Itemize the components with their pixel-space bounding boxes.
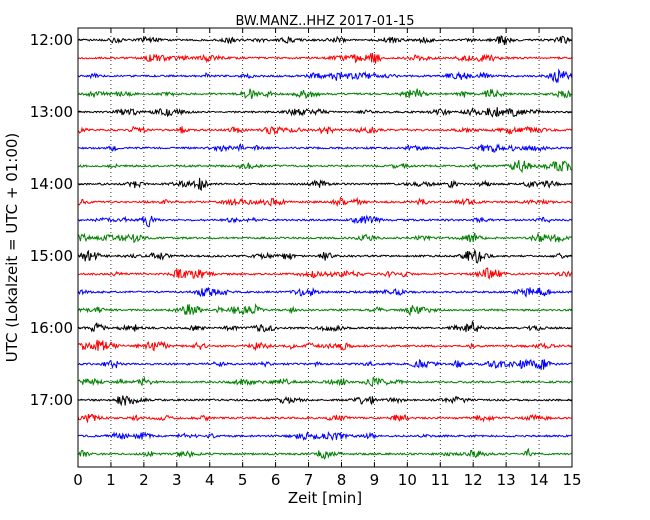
x-tick-label: 10 (398, 471, 417, 489)
trace-line (77, 339, 572, 352)
trace-line (77, 160, 572, 174)
trace-line (77, 431, 572, 441)
trace-line (77, 214, 572, 228)
y-tick-label: 17:00 (30, 391, 73, 409)
trace-line (77, 231, 572, 244)
x-tick-label: 2 (139, 471, 149, 489)
trace-group (77, 35, 573, 460)
trace-line (77, 320, 572, 333)
x-tick-label: 9 (370, 471, 380, 489)
trace-line (77, 395, 572, 407)
trace-line (77, 35, 572, 46)
y-tick-label: 13:00 (30, 103, 73, 121)
x-tick-label: 12 (464, 471, 483, 489)
trace-line (77, 196, 572, 208)
y-axis-label: UTC (Lokalzeit = UTC + 01:00) (3, 133, 21, 363)
chart-title: BW.MANZ..HHZ 2017-01-15 (235, 14, 414, 29)
x-tick-label: 15 (562, 471, 581, 489)
trace-line (77, 107, 572, 118)
y-tick-label: 15:00 (30, 247, 73, 265)
trace-line (77, 53, 572, 64)
trace-line (77, 125, 572, 136)
x-tick-label: 7 (304, 471, 314, 489)
trace-line (77, 447, 572, 460)
x-tick-label: 1 (106, 471, 116, 489)
trace-line (77, 143, 572, 153)
trace-line (77, 376, 572, 388)
x-tick-label: 11 (431, 471, 450, 489)
x-tick-label: 3 (172, 471, 182, 489)
trace-line (77, 303, 573, 317)
x-tick-label: 6 (271, 471, 281, 489)
x-axis-label: Zeit [min] (288, 489, 362, 507)
trace-line (77, 248, 573, 264)
plot-frame (77, 27, 573, 468)
x-tick-label: 14 (530, 471, 549, 489)
axis-ticks: 0 1 2 3 4 5 6 7 8 9 10 11 12 13 14 1512:0013:0014:0015:… (30, 28, 582, 489)
trace-line (77, 358, 572, 370)
x-tick-label: 8 (337, 471, 347, 489)
y-tick-label: 16:00 (30, 319, 73, 337)
trace-line (77, 68, 573, 84)
x-tick-label: 5 (238, 471, 248, 489)
trace-line (77, 267, 573, 280)
trace-line (77, 286, 572, 298)
x-tick-label: 0 (73, 471, 83, 489)
x-tick-label: 13 (497, 471, 516, 489)
trace-line (77, 177, 573, 192)
y-tick-label: 12:00 (30, 31, 73, 49)
x-tick-label: 4 (205, 471, 215, 489)
trace-line (77, 413, 572, 424)
y-tick-label: 14:00 (30, 175, 73, 193)
trace-line (77, 88, 572, 99)
